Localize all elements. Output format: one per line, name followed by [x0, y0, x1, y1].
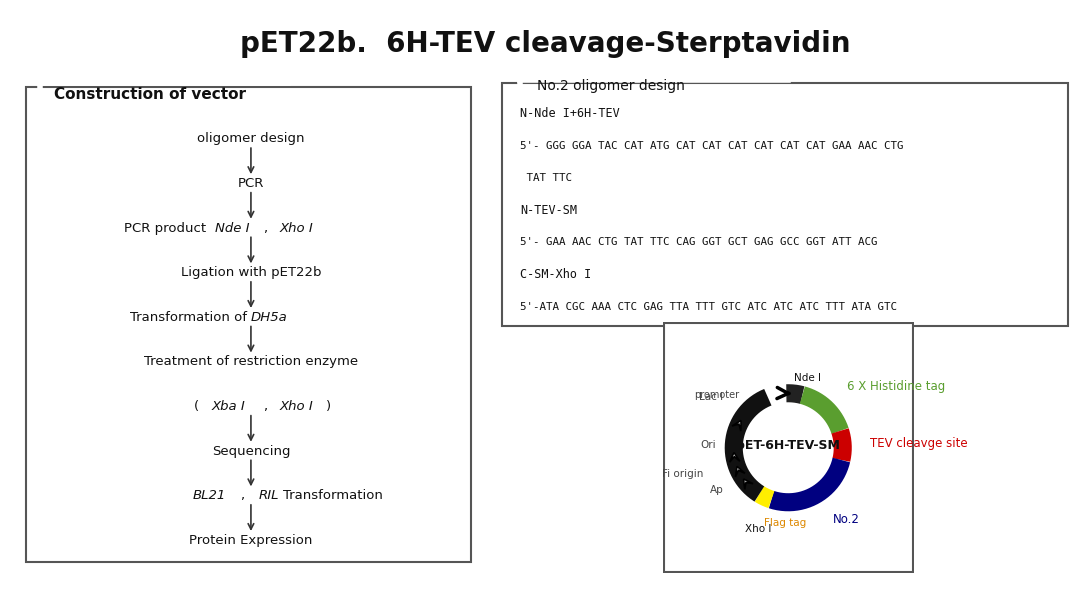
Text: pET22b.  6H-TEV cleavage-Sterptavidin: pET22b. 6H-TEV cleavage-Sterptavidin — [240, 30, 851, 58]
Text: Transformation of: Transformation of — [130, 310, 251, 324]
FancyBboxPatch shape — [664, 324, 912, 572]
Polygon shape — [730, 453, 740, 462]
Text: Xho I: Xho I — [280, 221, 313, 235]
Text: 5'- GGG GGA TAC CAT ATG CAT CAT CAT CAT CAT CAT GAA AAC CTG: 5'- GGG GGA TAC CAT ATG CAT CAT CAT CAT … — [519, 141, 903, 151]
Text: Xba I: Xba I — [212, 400, 244, 413]
Text: Lac I: Lac I — [699, 392, 723, 402]
Text: Nde I: Nde I — [794, 373, 822, 383]
Polygon shape — [744, 479, 753, 490]
Text: 5'-ATA CGC AAA CTC GAG TTA TTT GTC ATC ATC ATC TTT ATA GTC: 5'-ATA CGC AAA CTC GAG TTA TTT GTC ATC A… — [519, 301, 897, 312]
Text: PCR: PCR — [238, 177, 264, 190]
Text: Ori: Ori — [700, 440, 717, 450]
FancyBboxPatch shape — [26, 87, 471, 562]
Polygon shape — [735, 466, 745, 477]
Text: oligomer design: oligomer design — [197, 133, 304, 145]
Text: Ligation with pET22b: Ligation with pET22b — [181, 266, 321, 279]
Text: promoter: promoter — [694, 390, 740, 400]
Text: Sequencing: Sequencing — [212, 445, 290, 457]
Text: PCR product: PCR product — [123, 221, 214, 235]
Text: (: ( — [193, 400, 199, 413]
Text: Protein Expression: Protein Expression — [189, 534, 313, 547]
Text: Treatment of restriction enzyme: Treatment of restriction enzyme — [144, 355, 358, 368]
Text: N-TEV-SM: N-TEV-SM — [519, 204, 577, 217]
Text: Construction of vector: Construction of vector — [53, 87, 245, 102]
Text: ,: , — [240, 489, 243, 502]
Text: ,: , — [263, 221, 266, 235]
Text: ,: , — [263, 400, 266, 413]
Text: Xho I: Xho I — [745, 524, 771, 534]
Text: Ap: Ap — [709, 485, 723, 495]
Text: 5'- GAA AAC CTG TAT TTC CAG GGT GCT GAG GCC GGT ATT ACG: 5'- GAA AAC CTG TAT TTC CAG GGT GCT GAG … — [519, 238, 877, 247]
Text: No.2 oligomer design: No.2 oligomer design — [537, 79, 685, 93]
Text: Flag tag: Flag tag — [764, 518, 806, 528]
FancyBboxPatch shape — [502, 82, 1068, 326]
Polygon shape — [732, 420, 741, 431]
Text: TAT TTC: TAT TTC — [519, 173, 572, 183]
Text: ): ) — [326, 400, 332, 413]
Text: 6 X Histidine tag: 6 X Histidine tag — [847, 380, 945, 393]
Text: BL21: BL21 — [193, 489, 226, 502]
Text: Nde I: Nde I — [215, 221, 250, 235]
Text: Transformation: Transformation — [284, 489, 383, 502]
Text: N-Nde I+6H-TEV: N-Nde I+6H-TEV — [519, 107, 620, 121]
Text: DH5a: DH5a — [251, 310, 288, 324]
Text: pET-6H-TEV-SM: pET-6H-TEV-SM — [736, 439, 840, 451]
Text: C-SM-Xho I: C-SM-Xho I — [519, 268, 591, 281]
Text: RIL: RIL — [259, 489, 279, 502]
Text: TEV cleavge site: TEV cleavge site — [870, 437, 968, 450]
Text: No.2: No.2 — [834, 513, 860, 526]
Text: Fi origin: Fi origin — [662, 469, 704, 479]
Text: Xho I: Xho I — [280, 400, 313, 413]
